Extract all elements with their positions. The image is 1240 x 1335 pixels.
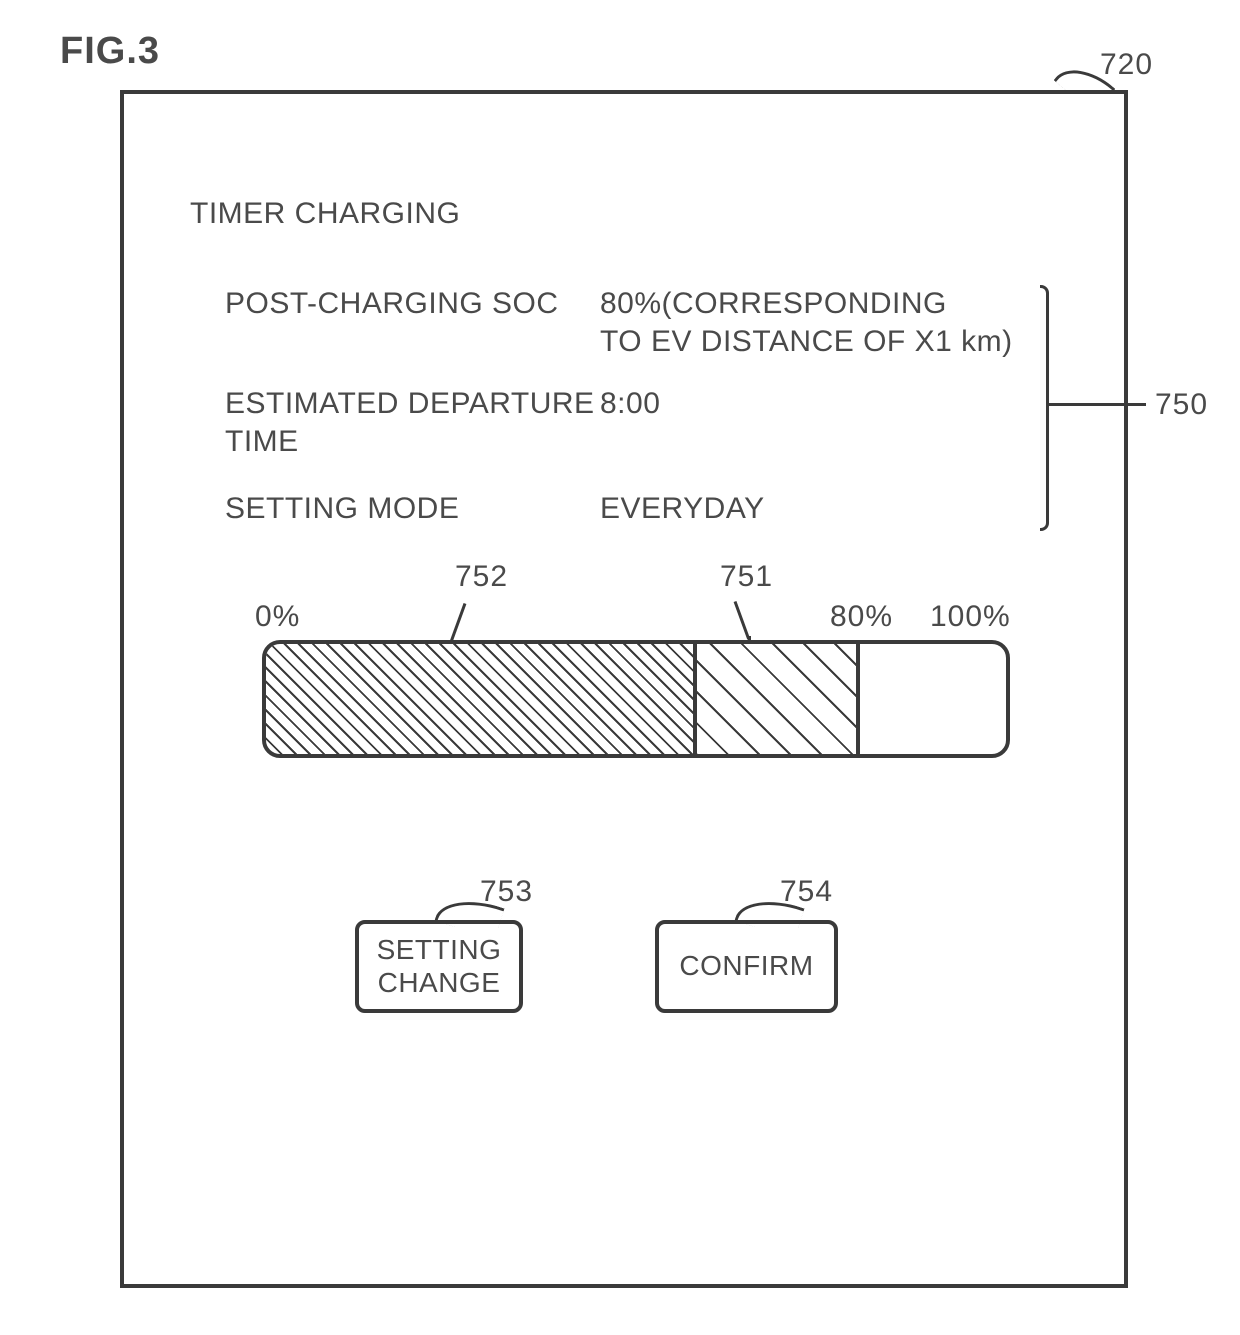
section-brace (1040, 285, 1049, 531)
figure-canvas: FIG.3 720 TIMER CHARGING POST-CHARGING S… (0, 0, 1240, 1335)
row-value-soc: 80%(CORRESPONDING TO EV DISTANCE OF X1 k… (600, 285, 1013, 360)
bar-segment-1 (695, 644, 858, 754)
row-label-mode: SETTING MODE (225, 490, 459, 528)
bar-ref-752: 752 (455, 560, 508, 594)
confirm-button[interactable]: CONFIRM (655, 920, 838, 1013)
soc-progress-bar[interactable] (262, 640, 1010, 758)
bar-segment-0 (266, 644, 695, 754)
bar-label-target: 80% (830, 600, 893, 634)
row-label-departure: ESTIMATED DEPARTURE TIME (225, 385, 595, 460)
bar-label-max: 100% (930, 600, 1011, 634)
figure-label: FIG.3 (60, 30, 160, 73)
bar-label-min: 0% (255, 600, 300, 634)
row-value-departure: 8:00 (600, 385, 660, 423)
section-ref-number: 750 (1155, 388, 1208, 422)
bar-divider-mid (693, 644, 697, 754)
setting-change-button[interactable]: SETTING CHANGE (355, 920, 523, 1013)
row-value-mode: EVERYDAY (600, 490, 765, 528)
section-brace-tip (1046, 403, 1076, 406)
bar-divider-target (856, 644, 860, 754)
screen-title: TIMER CHARGING (190, 195, 460, 233)
row-label-soc: POST-CHARGING SOC (225, 285, 559, 323)
section-ref-leader (1076, 403, 1146, 406)
screen-ref-number: 720 (1100, 48, 1153, 82)
bar-ref-751: 751 (720, 560, 773, 594)
